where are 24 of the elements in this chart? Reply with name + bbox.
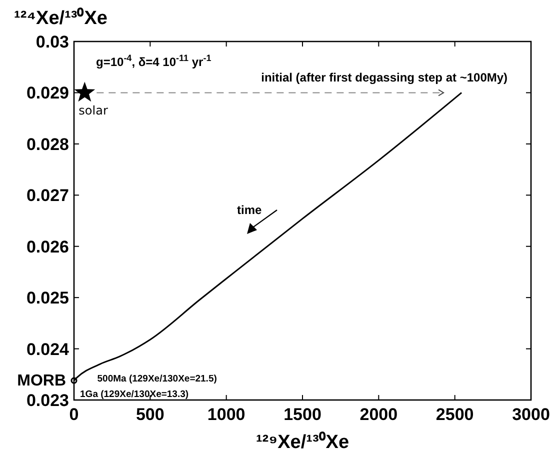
x-tick-label: 2000 — [360, 405, 398, 424]
series-label: MORB — [17, 372, 66, 390]
x-tick-label: 1500 — [284, 405, 322, 424]
annotation: initial (after first degassing step at ~100My) — [261, 70, 508, 85]
y-tick-label: 0.023 — [26, 391, 69, 410]
y-tick-label: 0.024 — [26, 340, 70, 359]
y-tick-label: 0.027 — [26, 186, 69, 206]
y-tick-label: 0.026 — [26, 237, 69, 256]
x-tick-label: 2500 — [436, 405, 474, 424]
x-tick-label: 0 — [69, 405, 79, 424]
y-tick-label: 0.025 — [26, 288, 69, 308]
annotation: time — [237, 203, 262, 217]
x-tick-label: 3000 — [512, 405, 550, 424]
y-tick-label: 0.03 — [36, 32, 69, 52]
x-tick-label: 500 — [136, 405, 164, 424]
y-tick-label: 0.029 — [26, 84, 69, 103]
annotation: g=10$^{-4}$, δ=4 10$^{-11}$ yr$^{-1}$ — [96, 53, 212, 69]
annotation: 1Ga (129Xe/130Xe=13.3) — [80, 389, 189, 400]
annotation: 500Ma (129Xe/130Xe=21.5) — [97, 373, 217, 384]
series-label: solar — [78, 104, 108, 118]
y-tick-label: 0.028 — [26, 134, 69, 154]
x-axis-title: ¹²⁹Xe/¹³⁰Xe — [256, 431, 350, 453]
y-axis-title: ¹²⁴Xe/¹³⁰Xe — [14, 7, 108, 29]
x-tick-label: 1000 — [207, 405, 246, 424]
